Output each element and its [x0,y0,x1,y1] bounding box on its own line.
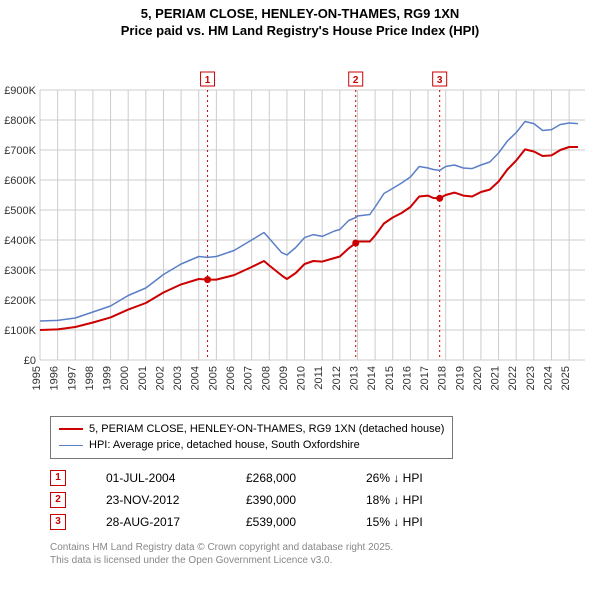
marker-row: 1 01-JUL-2004 £268,000 26% ↓ HPI [50,467,600,489]
marker-price: £390,000 [246,493,326,507]
legend-row: HPI: Average price, detached house, Sout… [59,437,444,454]
svg-text:2015: 2015 [384,366,396,390]
svg-text:£200K: £200K [4,295,36,307]
svg-text:1998: 1998 [84,366,96,390]
chart-area: £0 £100K £200K £300K £400K £500K £600K £700K £80… [0,40,600,410]
legend-row: 5, PERIAM CLOSE, HENLEY-ON-THAMES, RG9 1… [59,421,444,438]
svg-text:2010: 2010 [296,366,308,390]
legend-swatch [59,428,83,430]
svg-text:2006: 2006 [225,366,237,390]
marker-row: 3 28-AUG-2017 £539,000 15% ↓ HPI [50,511,600,533]
marker-badge: 1 [50,470,66,486]
legend-label: 5, PERIAM CLOSE, HENLEY-ON-THAMES, RG9 1… [89,421,444,438]
svg-text:2009: 2009 [278,366,290,390]
marker-hpi: 26% ↓ HPI [366,471,466,485]
svg-text:2019: 2019 [454,366,466,390]
svg-text:£500K: £500K [4,205,36,217]
svg-text:2018: 2018 [437,366,449,390]
svg-text:£300K: £300K [4,265,36,277]
svg-text:2021: 2021 [490,366,502,390]
svg-text:2013: 2013 [348,366,360,390]
marker-date: 23-NOV-2012 [106,493,206,507]
svg-text:1999: 1999 [102,366,114,390]
svg-text:2025: 2025 [560,366,572,390]
svg-text:£700K: £700K [4,145,36,157]
svg-text:£100K: £100K [4,325,36,337]
title-line-2: Price paid vs. HM Land Registry's House … [121,23,480,38]
svg-text:£400K: £400K [4,235,36,247]
marker-price: £539,000 [246,515,326,529]
svg-text:2022: 2022 [507,366,519,390]
footer-line-1: Contains HM Land Registry data © Crown c… [50,542,393,553]
marker-date: 28-AUG-2017 [106,515,206,529]
svg-text:£600K: £600K [4,175,36,187]
svg-text:2017: 2017 [419,366,431,390]
chart-title: 5, PERIAM CLOSE, HENLEY-ON-THAMES, RG9 1… [0,0,600,40]
svg-text:£0: £0 [24,355,36,367]
footer: Contains HM Land Registry data © Crown c… [50,541,600,567]
chart-container: 5, PERIAM CLOSE, HENLEY-ON-THAMES, RG9 1… [0,0,600,567]
legend-label: HPI: Average price, detached house, Sout… [89,437,360,454]
svg-text:2008: 2008 [260,366,272,390]
svg-text:2023: 2023 [525,366,537,390]
svg-text:2000: 2000 [119,366,131,390]
svg-text:£800K: £800K [4,115,36,127]
svg-text:2: 2 [353,75,359,86]
marker-hpi: 15% ↓ HPI [366,515,466,529]
svg-text:2014: 2014 [366,366,378,390]
svg-text:2003: 2003 [172,366,184,390]
svg-text:2024: 2024 [542,366,554,390]
marker-price: £268,000 [246,471,326,485]
svg-text:2001: 2001 [137,366,149,390]
footer-line-2: This data is licensed under the Open Gov… [50,555,332,566]
svg-text:1995: 1995 [31,366,43,390]
marker-row: 2 23-NOV-2012 £390,000 18% ↓ HPI [50,489,600,511]
marker-table: 1 01-JUL-2004 £268,000 26% ↓ HPI 2 23-NOV-201… [50,467,600,533]
marker-hpi: 18% ↓ HPI [366,493,466,507]
svg-text:3: 3 [437,75,443,86]
svg-text:2011: 2011 [313,366,325,390]
svg-text:2012: 2012 [331,366,343,390]
marker-badge: 3 [50,514,66,530]
svg-text:1: 1 [205,75,211,86]
svg-text:2004: 2004 [190,366,202,390]
marker-badge: 2 [50,492,66,508]
svg-text:2007: 2007 [243,366,255,390]
svg-text:1996: 1996 [49,366,61,390]
svg-text:1997: 1997 [66,366,78,390]
chart-svg: £0 £100K £200K £300K £400K £500K £600K £700K £80… [0,40,600,410]
svg-text:2002: 2002 [154,366,166,390]
svg-text:2005: 2005 [207,366,219,390]
svg-text:2020: 2020 [472,366,484,390]
title-line-1: 5, PERIAM CLOSE, HENLEY-ON-THAMES, RG9 1… [141,6,460,21]
marker-date: 01-JUL-2004 [106,471,206,485]
svg-text:2016: 2016 [401,366,413,390]
legend: 5, PERIAM CLOSE, HENLEY-ON-THAMES, RG9 1… [50,416,453,459]
svg-text:£900K: £900K [4,85,36,97]
legend-swatch [59,445,83,446]
